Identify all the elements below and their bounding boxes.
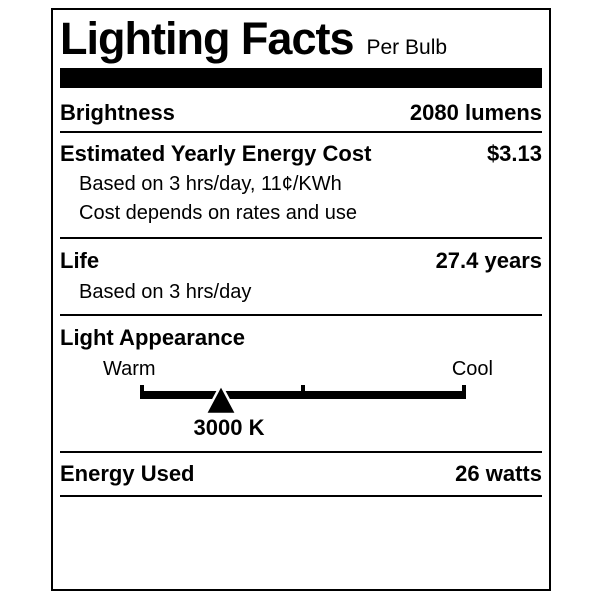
- color-temperature-value: 3000 K: [193, 415, 265, 440]
- divider: [60, 131, 542, 133]
- light-appearance-heading: Light Appearance: [60, 325, 245, 350]
- cool-label: Cool: [451, 358, 493, 380]
- energy-cost-value: $3.13: [486, 141, 542, 166]
- energy-cost-label: Estimated Yearly Energy Cost: [60, 141, 372, 166]
- lighting-facts-label: Lighting Facts Per Bulb Brightness 2080 …: [51, 8, 551, 591]
- divider: [60, 451, 542, 453]
- brightness-value: 2080 lumens: [409, 100, 542, 125]
- divider: [60, 495, 542, 497]
- energy-cost-note-disclaimer: Cost depends on rates and use: [79, 202, 357, 224]
- energy-used-row: Energy Used 26 watts: [60, 463, 542, 485]
- warm-label: Warm: [103, 358, 156, 380]
- life-value: 27.4 years: [435, 248, 542, 273]
- scale-tick-middle: [301, 385, 305, 399]
- label-title: Lighting Facts: [60, 13, 354, 64]
- title-separator-bar: [60, 68, 542, 88]
- scale-tick-left: [140, 385, 144, 399]
- divider: [60, 314, 542, 316]
- energy-used-value: 26 watts: [455, 461, 542, 486]
- marker-triangle-icon: [203, 382, 239, 416]
- title-qualifier: Per Bulb: [366, 36, 448, 59]
- life-label: Life: [60, 248, 100, 273]
- brightness-label: Brightness: [60, 100, 175, 125]
- title-row: Lighting Facts Per Bulb: [60, 16, 542, 61]
- life-row: Life 27.4 years: [60, 250, 542, 272]
- scale-tick-right: [462, 385, 466, 399]
- energy-used-label: Energy Used: [60, 461, 195, 486]
- energy-cost-row: Estimated Yearly Energy Cost $3.13: [60, 143, 542, 165]
- brightness-row: Brightness 2080 lumens: [60, 102, 542, 124]
- life-note-basis: Based on 3 hrs/day: [79, 281, 252, 303]
- divider: [60, 237, 542, 239]
- energy-cost-note-basis: Based on 3 hrs/day, 11¢/KWh: [79, 173, 342, 195]
